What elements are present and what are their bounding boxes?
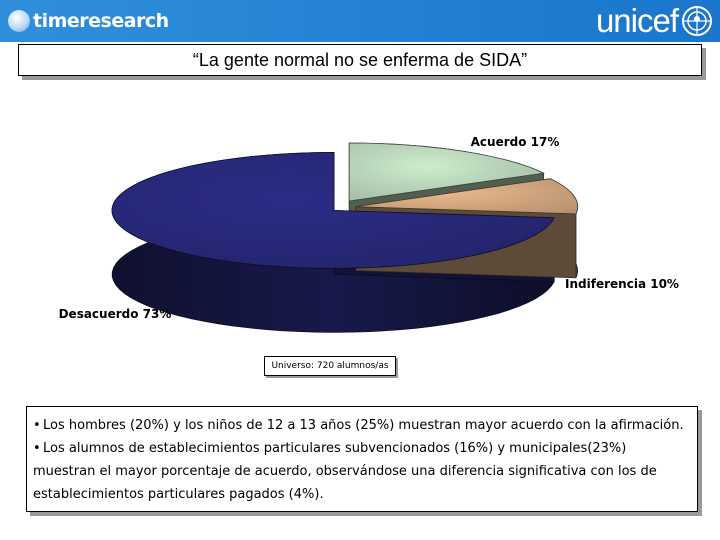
pie-slice-desacuerdo <box>111 151 555 269</box>
finding-item: • Los alumnos de establecimientos particu… <box>33 437 689 506</box>
timeresearch-logo-text: timeresearch <box>33 10 169 32</box>
slice-label-indiferencia: Indiferencia 10% <box>565 277 679 291</box>
pie-slice-acuerdo <box>348 142 546 202</box>
unicef-logo-text: unicef <box>595 2 679 39</box>
bullet-icon: • <box>33 418 41 433</box>
timeresearch-globe-icon <box>8 10 30 32</box>
slide-title: “La gente normal no se enferma de SIDA” <box>18 44 702 76</box>
slice-label-acuerdo: Acuerdo 17% <box>471 135 560 149</box>
findings-box: • Los hombres (20%) y los niños de 12 a 1… <box>26 406 698 512</box>
unicef-emblem-icon <box>682 6 712 36</box>
header-bar: timeresearch unicef <box>0 0 720 42</box>
bullet-icon: • <box>33 441 41 456</box>
timeresearch-logo: timeresearch <box>8 7 169 35</box>
pie-slice-indiferencia <box>355 178 579 215</box>
finding-item: • Los hombres (20%) y los niños de 12 a 1… <box>33 414 689 437</box>
finding-text: Los hombres (20%) y los niños de 12 a 13… <box>43 418 684 433</box>
unicef-logo: unicef <box>596 3 714 39</box>
finding-text: Los alumnos de establecimientos particul… <box>33 441 657 502</box>
slice-label-desacuerdo: Desacuerdo 73% <box>59 307 172 321</box>
universe-note: Universo: 720 alumnos/as <box>264 356 396 376</box>
